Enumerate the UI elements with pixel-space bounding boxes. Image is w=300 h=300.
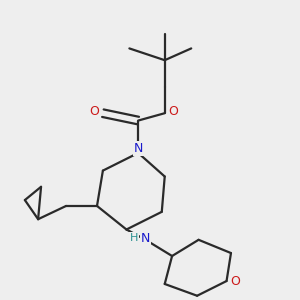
Text: H: H — [130, 233, 139, 243]
Text: O: O — [230, 274, 240, 287]
Text: N: N — [134, 142, 143, 155]
Text: O: O — [168, 105, 178, 118]
Text: N: N — [141, 232, 150, 245]
Text: O: O — [89, 105, 99, 118]
